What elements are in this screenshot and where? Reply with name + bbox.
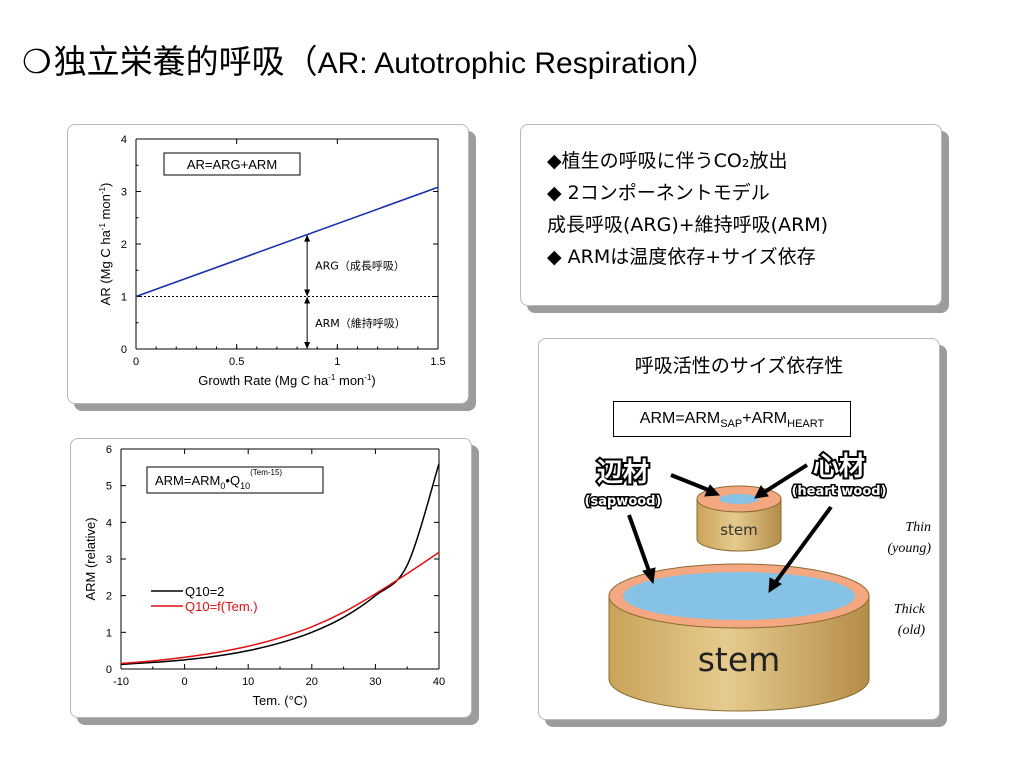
chart2-legend-q10-f: Q10=f(Tem.): [185, 599, 258, 614]
sapwood-label: 辺材 (sapwood): [583, 456, 663, 511]
chart1-arg-label: ARG（成長呼吸）: [315, 260, 405, 273]
chart2-x-tick-label: 40: [433, 676, 445, 688]
thin-stem-label: stem: [720, 521, 758, 539]
chart2-y-tick-label: 6: [106, 444, 112, 456]
chart2-series-q10-2: [120, 463, 440, 666]
arrow-heartwood-thin: [761, 463, 809, 495]
arrow-sapwood-thick-head: [642, 567, 656, 585]
chart1-x-tick-label: 0.5: [229, 356, 244, 368]
title-en: AR: Autotrophic Respiration: [317, 47, 687, 80]
chart1-x-axis-title: Growth Rate (Mg C ha-1 mon-1): [198, 373, 376, 388]
chart1-arm-label: ARM（維持呼吸）: [315, 316, 406, 330]
chart2-x-tick-label: 20: [306, 676, 318, 688]
arrow-heartwood-thin-head: [754, 485, 769, 499]
diagram-arrows: [627, 463, 833, 593]
chart1-x-tick-label: 1.5: [430, 356, 445, 368]
chart1-series-line: [135, 186, 439, 298]
bullet-list: ◆植生の呼吸に伴うCO₂放出 ◆ 2コンポーネントモデル 成長呼吸(ARG)+維…: [547, 145, 828, 273]
size-panel-equation: ARM=ARMSAP+ARMHEART: [613, 401, 851, 437]
chart1-x-tick-label: 0: [133, 356, 139, 368]
chart2-y-tick-label: 3: [106, 554, 112, 566]
chart2-x-tick-label: 30: [369, 676, 381, 688]
slide-title: ❍独立栄養的呼吸（AR: Autotrophic Respiration）: [22, 34, 1012, 90]
thick-stem-heartwood: [623, 572, 855, 620]
chart2-y-tick-label: 4: [106, 517, 112, 529]
svg-text:(sapwood): (sapwood): [585, 494, 662, 509]
size-panel-title: 呼吸活性のサイズ依存性: [634, 355, 844, 377]
chart2-y-tick-label: 5: [106, 481, 112, 493]
chart1-y-tick-label: 4: [121, 134, 127, 146]
summary-bullets-panel: ◆植生の呼吸に伴うCO₂放出 ◆ 2コンポーネントモデル 成長呼吸(ARG)+維…: [520, 124, 942, 306]
title-close: ）: [686, 42, 720, 81]
chart2-y-tick-label: 0: [106, 664, 112, 676]
chart2-x-axis-title: Tem. (°C): [252, 693, 307, 708]
thick-stem: stem: [608, 563, 870, 712]
chart2-x-tick-label: -10: [113, 676, 129, 688]
thin-young-note: Thin (young): [887, 520, 931, 556]
bullet-co2-release: ◆植生の呼吸に伴うCO₂放出: [547, 150, 788, 172]
chart1-equation: AR=ARG+ARM: [187, 157, 277, 172]
thick-stem-label: stem: [698, 640, 781, 679]
chart1-y-axis-title: AR (Mg C ha-1 mon-1): [98, 183, 113, 306]
arm-temperature-chart-panel: -10 0 10 20 30 40 0 1 2 3 4 5 6 ARM=ARM0•Q10(Tem-15)…: [70, 438, 472, 718]
ar-growth-chart-panel: 0 0.5 1 1.5 0 1 2 3 4 AR=ARG+ARM ARG（成長呼吸） ARM（維…: [67, 124, 469, 404]
chart1-y-tick-label: 3: [121, 187, 127, 199]
svg-text:(heart wood): (heart wood): [791, 484, 886, 499]
size-dependence-panel: 呼吸活性のサイズ依存性 ARM=ARMSAP+ARMHEART stem ste…: [538, 338, 940, 720]
chart2-x-tick-label: 0: [182, 676, 188, 688]
chart1-y-tick-label: 2: [121, 239, 127, 251]
chart1-y-tick-label: 0: [121, 344, 127, 356]
thin-stem: stem: [696, 485, 782, 552]
svg-text:心材: 心材: [813, 452, 865, 482]
chart2-series-q10-f: [120, 551, 440, 665]
thin-stem-heartwood: [719, 494, 759, 504]
chart2-x-tick-label: 10: [242, 676, 254, 688]
arrow-sapwood-thick: [627, 514, 651, 572]
heartwood-label: 心材 (heart wood): [790, 450, 888, 501]
chart2-y-tick-label: 2: [106, 591, 112, 603]
ar-growth-chart: 0 0.5 1 1.5 0 1 2 3 4 AR=ARG+ARM ARG（成長呼吸） ARM（維…: [98, 134, 446, 388]
arrow-sapwood-thin: [670, 473, 712, 493]
bullet-two-component: ◆ 2コンポーネントモデル: [547, 182, 770, 204]
thick-old-note: Thick (old): [893, 602, 925, 638]
bullet-arm-dependence: ◆ ARMは温度依存+サイズ依存: [547, 246, 816, 268]
chart1-equation-box: [163, 152, 301, 176]
chart2-y-tick-label: 1: [106, 627, 112, 639]
chart1-component-arrows: [304, 234, 311, 349]
chart2-equation-box: [146, 466, 324, 494]
title-bullet-icon: ❍: [22, 42, 52, 81]
arrow-heartwood-thick: [773, 505, 833, 585]
chart2-legend-q10-2: Q10=2: [185, 584, 224, 599]
chart2-equation: ARM=ARM0•Q10(Tem-15): [155, 468, 282, 491]
chart1-x-tick-label: 1: [334, 356, 340, 368]
bullet-arg-arm: 成長呼吸(ARG)+維持呼吸(ARM): [547, 214, 829, 236]
title-jp: 独立栄養的呼吸（: [53, 42, 318, 81]
chart2-y-axis-title: ARM (relative): [83, 517, 98, 600]
stem-diagram: stem stem 辺材 (sapwood) 心材 (heart wood): [583, 450, 888, 712]
arrow-heartwood-thick-head: [768, 577, 782, 593]
arrow-sapwood-thin-head: [704, 484, 721, 497]
chart1-y-tick-label: 1: [121, 292, 127, 304]
svg-text:辺材: 辺材: [597, 458, 649, 488]
